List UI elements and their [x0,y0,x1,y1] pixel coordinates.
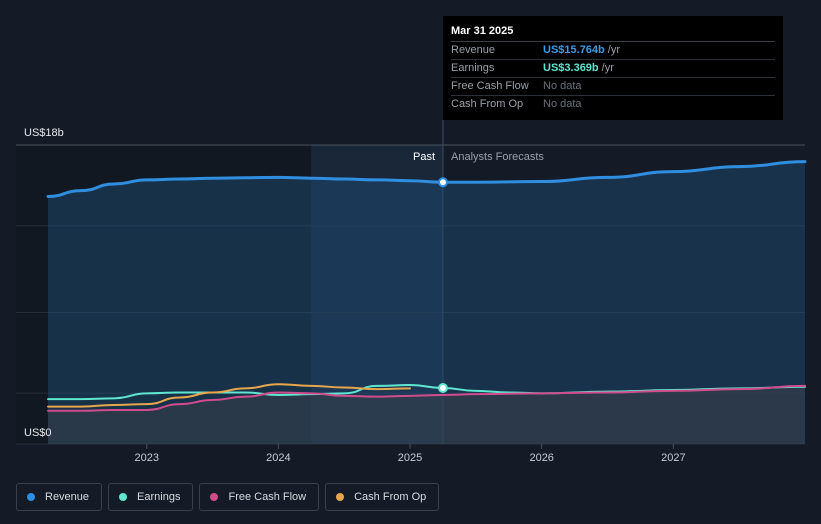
free-cash-flow-area [48,385,805,444]
legend-item-free-cash-flow[interactable]: Free Cash Flow [199,483,320,511]
tooltip-fcf-value: No data [543,80,582,92]
x-tick-label: 2023 [134,452,158,464]
legend-item-earnings[interactable]: Earnings [108,483,194,511]
legend-item-cash-from-op[interactable]: Cash From Op [325,483,440,511]
earnings-marker [437,383,448,394]
legend-dot-free-cash-flow [210,493,219,501]
legend-label-revenue: Revenue [45,491,90,503]
past-label: Past [413,151,435,163]
tooltip-revenue-name: Revenue [451,44,496,56]
tooltip-earnings-value: US$3.369b [543,62,599,74]
tooltip-row-fcf: Free Cash Flow No data [451,78,775,96]
tooltip-row-cfo: Cash From Op No data [451,96,775,113]
tooltip-earnings-unit: /yr [601,62,614,74]
legend-label-free-cash-flow: Free Cash Flow [228,491,307,503]
revenue-line [46,160,807,198]
tooltip-earnings-name: Earnings [451,62,495,74]
legend: Revenue Earnings Free Cash Flow Cash Fro… [16,483,440,511]
tooltip-row-earnings: Earnings US$3.369b /yr [451,60,775,78]
tooltip-cfo-name: Cash From Op [451,98,524,110]
cash-from-op-line [47,383,412,408]
y-tick-label: US$18b [24,127,64,139]
tooltip-revenue-unit: /yr [607,44,620,56]
legend-label-earnings: Earnings [137,491,181,503]
tooltip-cfo-value: No data [543,98,582,110]
tooltip-fcf-name: Free Cash Flow [451,80,529,92]
y-tick-label: US$0 [24,427,52,439]
x-tick-label: 2024 [266,452,290,464]
x-tick-label: 2026 [529,452,553,464]
free-cash-flow-line [47,384,806,412]
tooltip-revenue-value: US$15.764b [543,44,605,56]
x-tick-label: 2027 [661,452,685,464]
x-tick-label: 2025 [398,452,422,464]
legend-label-cash-from-op: Cash From Op [354,491,427,503]
tooltip-date: Mar 31 2025 [451,23,775,42]
legend-dot-cash-from-op [336,493,345,501]
revenue-marker [437,177,448,188]
forecast-label: Analysts Forecasts [451,151,544,163]
revenue-area [48,161,805,444]
tooltip: Mar 31 2025 Revenue US$15.764b /yr Earni… [443,16,783,120]
legend-item-revenue[interactable]: Revenue [16,483,103,511]
tooltip-row-revenue: Revenue US$15.764b /yr [451,42,775,60]
legend-dot-earnings [119,493,128,501]
legend-dot-revenue [27,493,35,501]
